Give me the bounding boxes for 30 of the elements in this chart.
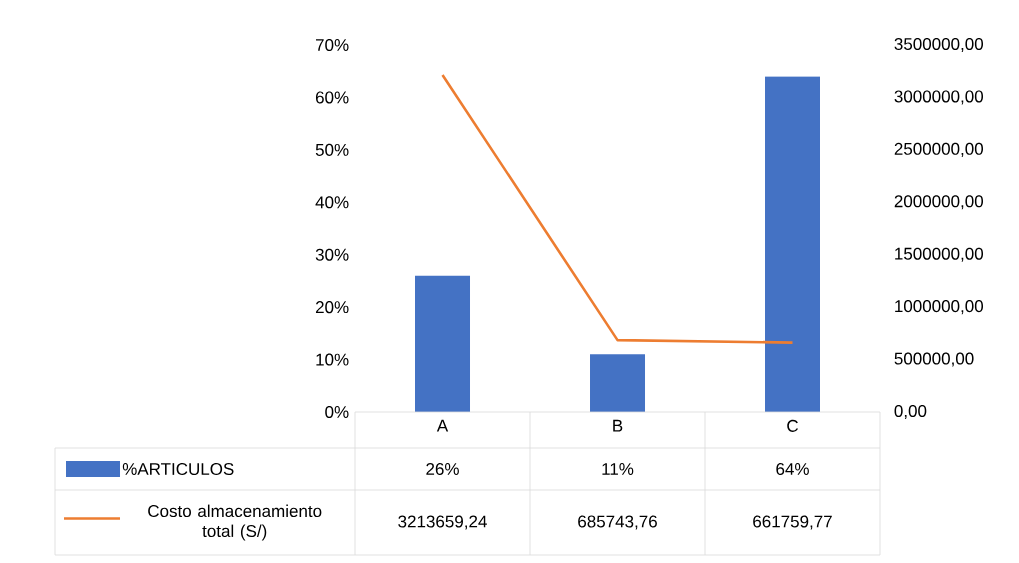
data-label: 661759,77 [753, 515, 832, 530]
x-tick-label: A [436, 419, 449, 432]
y-tick-label: 40% [315, 196, 349, 209]
bar [765, 76, 821, 412]
y2-tick-label: 2500000,00 [894, 142, 984, 157]
x-tick-label: B [613, 419, 623, 432]
y-tick-label: 50% [315, 143, 349, 156]
legend-label: %ARTICULOS [122, 462, 234, 476]
y-tick-label: 0% [325, 405, 349, 419]
data-label: 26% [426, 462, 459, 476]
legend-label: Costo almacenamiento total (S/) [148, 504, 322, 541]
y-tick-label: 30% [315, 248, 349, 261]
data-label: 3213659,24 [398, 515, 487, 530]
data-label: 64% [776, 462, 809, 476]
y-tick-label: 60% [315, 91, 349, 104]
y-tick-label: 70% [315, 38, 349, 52]
x-tick-label: C [787, 419, 799, 432]
y2-tick-label: 1000000,00 [895, 300, 984, 315]
y2-tick-label: 3000000,00 [894, 90, 984, 105]
y-tick-label: 20% [315, 301, 349, 314]
data-label: 685743,76 [578, 515, 657, 530]
y2-tick-label: 500000,00 [894, 352, 974, 367]
y2-tick-label: 2000000,00 [894, 195, 984, 210]
bar [590, 354, 646, 412]
bar [415, 275, 471, 412]
y2-tick-label: 3500000,00 [894, 37, 984, 53]
y2-tick-label: 0,00 [894, 404, 927, 420]
y2-tick-label: 1500000,00 [895, 247, 984, 262]
data-label: 11% [602, 463, 634, 475]
y-tick-label: 10% [316, 353, 349, 366]
